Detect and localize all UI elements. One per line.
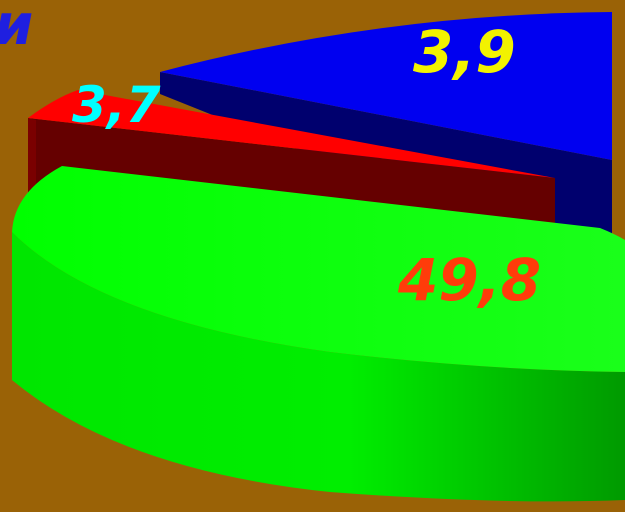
slice-label-blue: 3,9 (413, 18, 516, 86)
chart-title: и (0, 0, 33, 58)
pie-slice-red (28, 90, 555, 178)
slice-label-red: 3,7 (72, 76, 161, 134)
slice-label-green: 49,8 (397, 246, 541, 314)
pie-slice-green-side (12, 232, 625, 502)
pie-slice-green (12, 166, 625, 372)
pie-slice-blue (160, 12, 612, 160)
